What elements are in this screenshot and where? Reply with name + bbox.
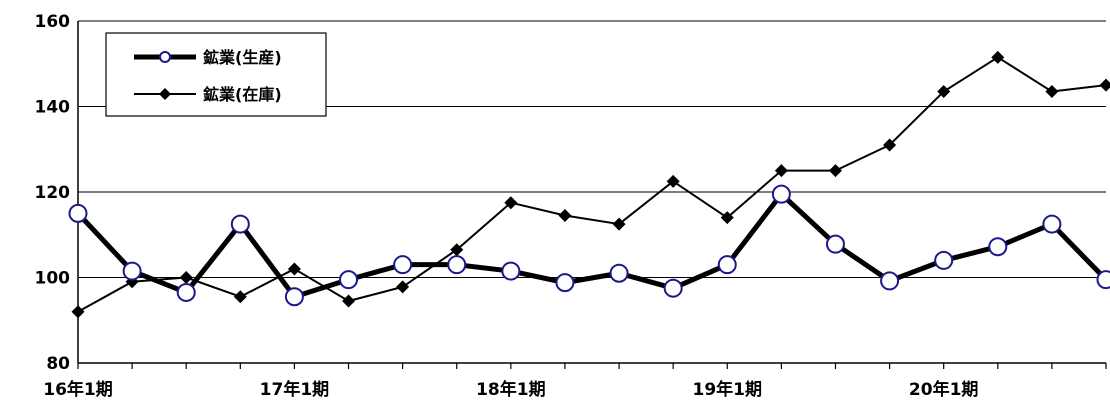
data-point-inventory — [774, 164, 788, 178]
data-point-inventory — [937, 85, 951, 99]
legend-label-inventory: 鉱業(在庫) — [203, 85, 282, 104]
data-point-production — [1042, 214, 1062, 234]
y-tick-label-160: 160 — [35, 12, 71, 32]
series-line-inventory — [77, 56, 1107, 313]
data-point-inventory — [396, 280, 410, 294]
x-tick-label: 17年1期 — [260, 379, 330, 400]
data-point-inventory — [450, 243, 464, 257]
data-point-production — [663, 278, 683, 298]
legend-item-production: 鉱業(生産) — [134, 48, 282, 67]
data-point-production — [717, 255, 737, 275]
data-point-inventory — [179, 271, 193, 284]
data-point-production — [1096, 270, 1110, 290]
series-production — [68, 184, 1110, 307]
data-point-production — [339, 270, 359, 290]
y-tick-label-80: 80 — [46, 354, 70, 374]
series-line-production — [76, 191, 1108, 300]
x-tick-label: 19年1期 — [693, 379, 763, 400]
data-point-inventory — [287, 262, 301, 276]
data-point-production — [825, 234, 845, 254]
legend-box — [105, 32, 327, 117]
legend-swatch-marker-inventory — [159, 88, 171, 100]
data-point-production — [68, 203, 88, 223]
y-tick-label-120: 120 — [35, 183, 71, 203]
data-point-production — [122, 261, 142, 281]
data-point-production — [609, 263, 629, 283]
data-point-production — [501, 261, 521, 281]
data-point-production — [284, 287, 304, 307]
series-inventory — [71, 50, 1110, 319]
data-point-inventory — [504, 196, 518, 210]
legend-label-production: 鉱業(生産) — [203, 48, 282, 67]
data-point-production — [230, 214, 250, 234]
data-point-inventory — [828, 164, 842, 178]
data-point-inventory — [612, 217, 626, 231]
data-point-inventory — [720, 211, 734, 225]
data-point-production — [176, 282, 196, 302]
data-point-production — [393, 255, 413, 275]
data-point-production — [988, 237, 1008, 257]
data-point-production — [447, 255, 467, 275]
x-tick-label: 18年1期 — [476, 379, 546, 400]
y-tick-labels: 80 100 120 140 160 — [35, 12, 71, 374]
data-point-inventory — [1099, 78, 1110, 92]
data-point-production — [555, 273, 575, 293]
data-point-inventory — [883, 138, 897, 152]
data-point-production — [880, 271, 900, 291]
data-point-inventory — [342, 294, 356, 308]
legend-swatch-marker-production — [159, 51, 171, 63]
legend: 鉱業(生産) 鉱業(在庫) — [105, 32, 327, 117]
y-tick-label-140: 140 — [35, 98, 71, 118]
data-point-inventory — [233, 290, 247, 304]
data-point-inventory — [71, 305, 85, 319]
data-point-inventory — [991, 50, 1005, 64]
data-point-inventory — [1045, 85, 1059, 99]
x-tick-label: 16年1期 — [43, 379, 113, 400]
data-point-inventory — [558, 209, 572, 223]
data-point-production — [771, 184, 791, 204]
data-point-production — [934, 250, 954, 270]
x-tick-labels: 16年1期 17年1期 18年1期 19年1期 20年1期 — [43, 379, 978, 400]
series-layer — [68, 50, 1110, 319]
y-tick-label-100: 100 — [35, 269, 71, 289]
data-point-inventory — [666, 174, 680, 188]
x-tick-label: 20年1期 — [909, 379, 979, 400]
legend-item-inventory: 鉱業(在庫) — [134, 85, 282, 104]
